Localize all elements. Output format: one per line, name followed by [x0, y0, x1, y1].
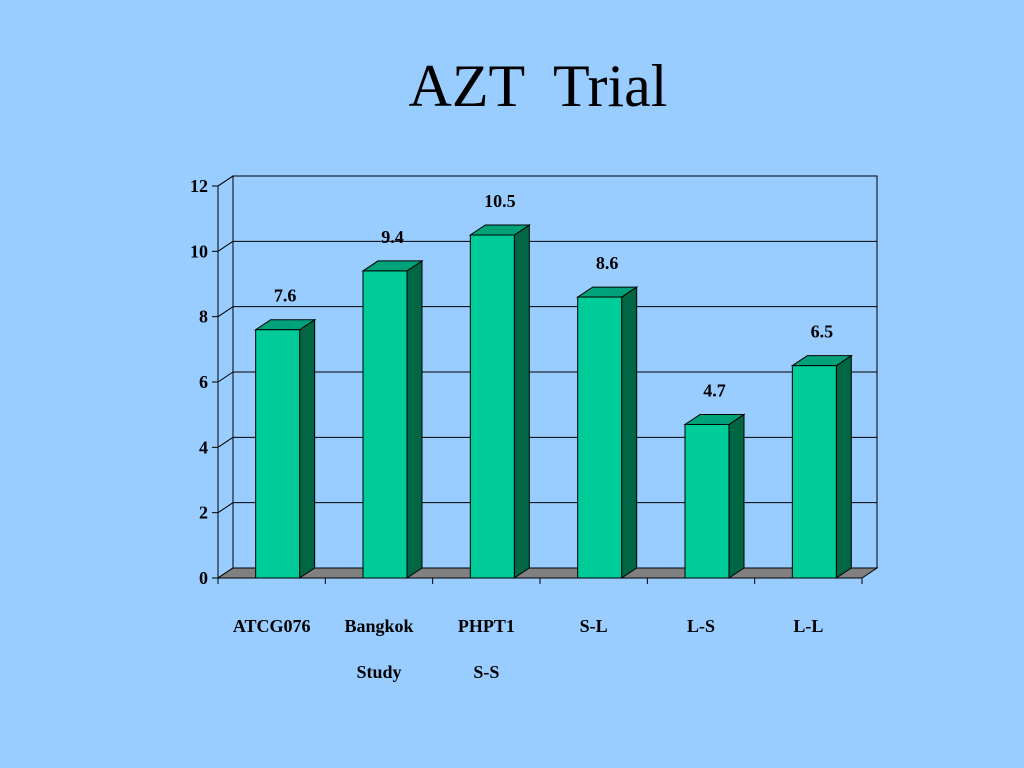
gridline-side: [217, 502, 234, 514]
y-tick-label: 0: [199, 568, 208, 588]
x-category-label: L-S: [687, 616, 715, 636]
x-category-label: Bangkok: [344, 616, 413, 636]
bar: [255, 329, 301, 579]
y-tick-label: 8: [199, 307, 208, 327]
x-category-label: Study: [356, 662, 401, 682]
bar: [362, 270, 408, 579]
data-label: 4.7: [703, 380, 726, 400]
bar: [791, 365, 837, 579]
gridline-side: [217, 436, 234, 448]
bar-side: [513, 224, 530, 579]
bar-side: [835, 354, 852, 579]
data-label: 9.4: [381, 227, 404, 247]
x-category-label: L-L: [793, 616, 823, 636]
x-category-label: S-L: [580, 616, 608, 636]
data-label: 7.6: [274, 286, 297, 306]
bar-side: [728, 413, 745, 579]
data-label: 10.5: [484, 191, 516, 211]
bar: [684, 423, 730, 579]
x-category-label: PHPT1: [458, 616, 515, 636]
bar: [577, 296, 623, 579]
y-tick-label: 10: [190, 241, 208, 261]
bar-side: [621, 286, 638, 579]
slide-title: AZT Trial: [408, 53, 668, 119]
gridline-side: [217, 306, 234, 318]
y-tick-label: 4: [199, 437, 208, 457]
data-label: 8.6: [596, 253, 619, 273]
gridline-side: [217, 371, 234, 383]
data-label: 6.5: [811, 322, 834, 342]
bar: [469, 234, 515, 579]
x-category-label: S-S: [473, 662, 499, 682]
gridline-side: [217, 175, 234, 187]
gridline-side: [217, 240, 234, 252]
bar-side: [299, 318, 316, 579]
bar-side: [406, 259, 423, 579]
x-category-label: ATCG076: [233, 616, 311, 636]
y-tick-label: 2: [199, 503, 208, 523]
y-tick-label: 6: [199, 372, 208, 392]
y-tick-label: 12: [190, 176, 208, 196]
chart-floor: [216, 567, 879, 579]
